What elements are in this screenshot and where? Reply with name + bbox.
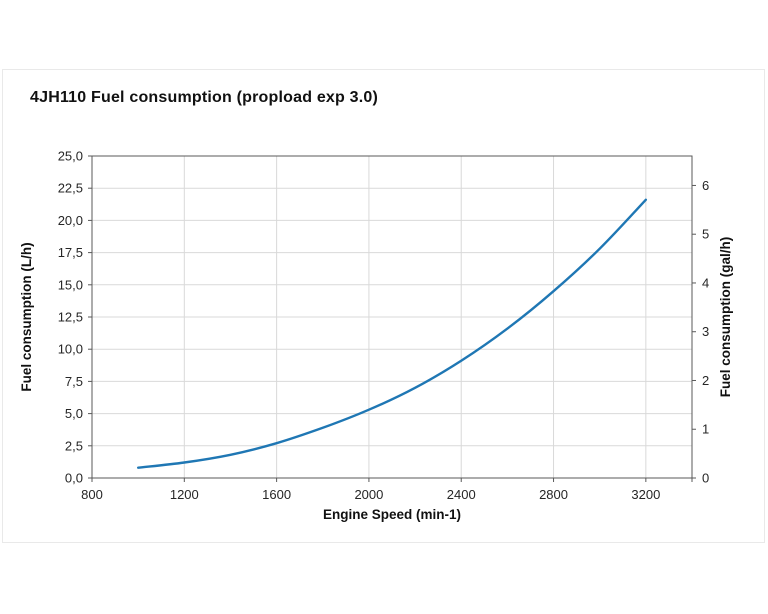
- x-tick-label: 2000: [354, 487, 383, 502]
- y-right-tick-label: 1: [702, 422, 709, 437]
- y-left-tick-label: 0,0: [65, 471, 83, 486]
- x-tick-label: 2400: [447, 487, 476, 502]
- x-axis-title: Engine Speed (min-1): [323, 507, 461, 522]
- x-tick-label: 2800: [539, 487, 568, 502]
- y-right-axis-title: Fuel consumption (gal/h): [718, 237, 733, 398]
- x-tick-label: 1600: [262, 487, 291, 502]
- y-left-tick-label: 25,0: [58, 149, 83, 164]
- y-left-tick-label: 2,5: [65, 438, 83, 453]
- y-left-tick-label: 12,5: [58, 310, 83, 325]
- x-tick-label: 1200: [170, 487, 199, 502]
- y-left-tick-labels: 0,0 2,5 5,0 7,5 10,0 12,5 15,0 17,5 20,0 22,5 25,0: [58, 149, 83, 486]
- y-right-tick-label: 6: [702, 178, 709, 193]
- x-tick-label: 800: [81, 487, 103, 502]
- x-tick-label: 3200: [631, 487, 660, 502]
- y-left-tick-label: 7,5: [65, 374, 83, 389]
- y-right-tick-label: 2: [702, 373, 709, 388]
- y-right-tick-label: 4: [702, 275, 709, 290]
- y-left-tick-label: 5,0: [65, 406, 83, 421]
- y-left-tick-label: 17,5: [58, 245, 83, 260]
- axis-tick-marks: [88, 155, 696, 482]
- y-right-tick-labels: 0 1 2 3 4 5 6: [702, 178, 709, 486]
- y-left-tick-label: 15,0: [58, 277, 83, 292]
- y-left-tick-label: 22,5: [58, 181, 83, 196]
- chart-title: 4JH110 Fuel consumption (propload exp 3.…: [30, 89, 379, 106]
- h-gridlines: [92, 155, 692, 479]
- v-gridlines: [183, 156, 647, 478]
- fuel-consumption-curve: [137, 198, 647, 469]
- y-right-tick-label: 3: [702, 324, 709, 339]
- y-right-tick-label: 0: [702, 471, 709, 486]
- y-left-tick-label: 20,0: [58, 213, 83, 228]
- y-left-tick-label: 10,0: [58, 342, 83, 357]
- x-tick-labels: 800 1200 1600 2000 2400 2800 3200: [81, 487, 660, 502]
- y-left-axis-title: Fuel consumption (L/h): [19, 242, 34, 391]
- y-right-tick-label: 5: [702, 227, 709, 242]
- fuel-consumption-chart: 0,0 2,5 5,0 7,5 10,0 12,5 15,0 17,5 20,0 22,5 25,0…: [19, 149, 733, 523]
- chart-card: 4JH110 Fuel consumption (propload exp 3.…: [2, 69, 765, 543]
